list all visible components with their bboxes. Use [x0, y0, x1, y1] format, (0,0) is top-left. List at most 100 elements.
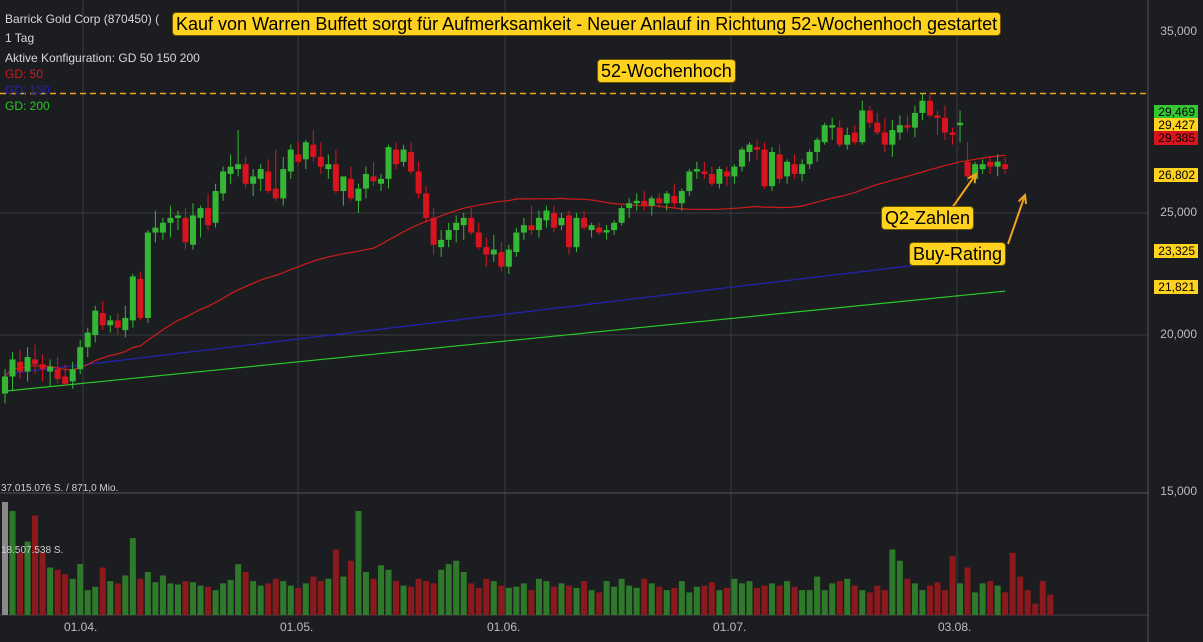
- volume-bar: [754, 587, 760, 615]
- candle-body: [829, 125, 836, 128]
- volume-tick-label: 15,000: [1160, 484, 1197, 498]
- volume-bar: [310, 576, 317, 615]
- candle-body: [99, 313, 106, 326]
- volume-bar: [671, 587, 678, 615]
- volume-bar: [182, 581, 189, 615]
- candle-body: [362, 173, 369, 189]
- candle-body: [784, 161, 791, 177]
- headline-banner: Kauf von Warren Buffett sorgt für Aufmer…: [172, 12, 1002, 36]
- candle-body: [227, 166, 234, 174]
- candle-body: [934, 115, 941, 118]
- volume-bar: [302, 583, 309, 615]
- candle-body: [814, 139, 821, 152]
- volume-bar: [2, 502, 8, 615]
- candle-body: [445, 230, 452, 240]
- candle-body: [505, 249, 512, 267]
- volume-bar: [438, 569, 445, 615]
- candle-body: [769, 152, 776, 187]
- candle-body: [47, 366, 54, 372]
- gd50-line: [4, 154, 1006, 377]
- candle-body: [400, 149, 407, 162]
- buy-rating-label: Buy-Rating: [909, 242, 1007, 266]
- volume-bar: [558, 583, 565, 615]
- candle-body: [137, 278, 144, 318]
- volume-bar: [483, 578, 490, 615]
- volume-bar: [77, 564, 84, 615]
- legend-gd200: GD: 200: [5, 99, 50, 113]
- volume-bar: [806, 590, 813, 615]
- volume-bar: [716, 590, 723, 615]
- candle-body: [716, 169, 723, 184]
- volume-bar: [919, 590, 926, 615]
- volume-bar: [535, 578, 542, 615]
- candle-body: [197, 208, 204, 218]
- volume-bar: [701, 585, 708, 615]
- volume-bar: [498, 585, 505, 615]
- volume-bar: [295, 587, 302, 615]
- volume-bar: [272, 578, 279, 615]
- volume-bar: [62, 574, 69, 615]
- candle-body: [520, 225, 527, 233]
- volume-bar: [784, 581, 791, 615]
- candle-body: [821, 125, 828, 143]
- volume-bar: [378, 565, 384, 615]
- candle-body: [242, 164, 249, 184]
- volume-bar: [896, 560, 903, 615]
- candle-body: [24, 356, 31, 372]
- candle-body: [2, 376, 8, 394]
- interval-label: 1 Tag: [5, 31, 35, 45]
- volume-bar: [1047, 594, 1054, 615]
- volume-bar: [738, 583, 745, 615]
- volume-bar: [174, 584, 181, 615]
- volume-bar: [257, 585, 264, 615]
- volume-bar: [723, 587, 730, 615]
- volume-bar: [242, 572, 249, 615]
- volume-bar: [385, 569, 392, 615]
- volume-bar: [776, 585, 783, 615]
- candle-body: [942, 117, 948, 133]
- volume-bar: [1002, 592, 1009, 615]
- candle-body: [776, 154, 783, 179]
- candle-body: [799, 164, 806, 174]
- volume-bar: [54, 569, 61, 615]
- volume-bar: [663, 590, 670, 615]
- volume-bar: [220, 583, 227, 615]
- volume-bar: [490, 581, 497, 615]
- candle-body: [190, 215, 196, 245]
- candle-body: [152, 227, 159, 233]
- candle-body: [754, 147, 760, 150]
- gd200-line: [4, 290, 1006, 392]
- candle-body: [641, 200, 648, 206]
- volume-bar: [633, 587, 640, 615]
- candle-body: [731, 166, 738, 177]
- q2-arrow: [951, 173, 977, 209]
- candle-body: [212, 191, 219, 223]
- volume-bar: [994, 585, 1001, 615]
- candle-body: [475, 232, 482, 248]
- candle-body: [611, 222, 618, 231]
- candle-body: [385, 147, 392, 179]
- candle-body: [656, 198, 663, 204]
- buy-arrow-head: [1017, 192, 1028, 205]
- candle-body: [558, 217, 565, 226]
- legend-gd50: GD: 50: [5, 67, 44, 81]
- volume-mid-label: 18.507.538 S.: [1, 545, 64, 556]
- volume-bar: [317, 581, 324, 615]
- candle-body: [550, 213, 557, 228]
- volume-bar: [693, 586, 700, 615]
- candle-body: [535, 217, 542, 231]
- volume-bar: [212, 590, 219, 615]
- volume-bar: [227, 579, 234, 615]
- volume-bar: [573, 587, 580, 615]
- candle-body: [122, 317, 129, 331]
- candle-body: [408, 152, 415, 172]
- candle-body: [791, 164, 798, 174]
- candle-body: [32, 359, 39, 365]
- candle-body: [1002, 164, 1009, 170]
- week-high-label: 52-Wochenhoch: [597, 59, 736, 83]
- volume-bar: [99, 567, 106, 615]
- volume-bar: [611, 586, 618, 615]
- volume-bar: [866, 592, 873, 615]
- candle-body: [129, 276, 136, 321]
- q2-arrow-head: [967, 172, 978, 184]
